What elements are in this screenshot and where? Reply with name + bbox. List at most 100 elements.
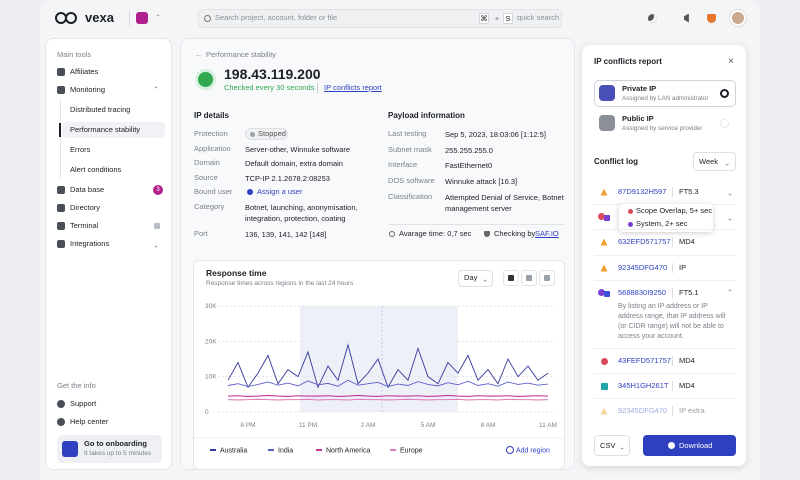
- breadcrumb[interactable]: Performance stability: [206, 50, 276, 60]
- y-tick-label: 10K: [205, 374, 217, 381]
- option-subtitle: Assigned by LAN administrator: [622, 94, 708, 104]
- divider: [317, 83, 318, 93]
- add-region[interactable]: Add region: [516, 448, 550, 455]
- conflict-detail: By listing an IP address or IP address r…: [618, 302, 730, 342]
- chevron[interactable]: ⌃: [727, 212, 733, 222]
- report-link[interactable]: IP conflicts report: [324, 83, 382, 93]
- active-bar: [59, 123, 61, 137]
- shortcut-key: +: [493, 13, 501, 24]
- section-title: Conflict log: [594, 157, 638, 167]
- detail-value: Server-other, Winnuke software: [245, 144, 370, 155]
- nav-icon: [57, 400, 65, 408]
- user-icon: [247, 189, 253, 195]
- conflict-id[interactable]: 632EFD571757: [618, 237, 671, 247]
- add-icon: [507, 447, 514, 454]
- checking-by: Checking by: [494, 229, 535, 239]
- divider: [672, 187, 673, 197]
- x-tick-label: 2 AM: [361, 422, 376, 429]
- conflict-id[interactable]: 345H1GH261T: [618, 381, 668, 391]
- chevron[interactable]: ⌃: [155, 13, 161, 23]
- detail-label: Last testing: [388, 129, 426, 139]
- onboarding-subtitle: It takes up to 5 minutes: [84, 449, 151, 459]
- search-icon: [204, 15, 211, 22]
- detail-value: FastEthernet0: [445, 160, 570, 171]
- series-line: [228, 395, 548, 396]
- detail-value: Botnet, launching, anonymisation, integr…: [245, 202, 370, 224]
- chevron: ⌃: [153, 239, 159, 249]
- nav-icon: [57, 418, 65, 426]
- divider: [129, 10, 130, 26]
- nav-subitem[interactable]: Performance stability: [70, 125, 140, 135]
- detail-label: DOS software: [388, 176, 435, 186]
- x-tick-label: 8 PM: [240, 422, 255, 429]
- radio[interactable]: [720, 119, 729, 128]
- detail-value: Default domain, extra domain: [245, 158, 370, 169]
- x-tick-label: 11 PM: [299, 422, 317, 429]
- tooltip-dot: [628, 222, 633, 227]
- average-time: Avarage time: 0,7 sec: [399, 229, 471, 239]
- assign-link[interactable]: Assign a user: [257, 187, 302, 197]
- nav-item[interactable]: Support: [70, 399, 96, 409]
- detail-label: Application: [194, 144, 231, 154]
- option-subtitle: Assigned by service provider: [622, 124, 703, 134]
- divider: [672, 263, 673, 273]
- nav-item[interactable]: Help center: [70, 417, 108, 427]
- nav-subitem[interactable]: Errors: [70, 145, 90, 155]
- conflict-id[interactable]: 87D9132H597: [618, 187, 666, 197]
- row-divider: [594, 373, 736, 374]
- legend-label: India: [278, 448, 293, 455]
- x-tick-label: 11 AM: [539, 422, 557, 429]
- detail-label: Source: [194, 173, 218, 183]
- legend-label: Australia: [220, 448, 247, 455]
- checker-link[interactable]: SAF.IO: [535, 229, 559, 239]
- nav-subitem[interactable]: Alert conditions: [70, 165, 121, 175]
- tree-line: [60, 100, 61, 178]
- chevron[interactable]: ⌃: [313, 69, 319, 79]
- tooltip-dot: [628, 209, 633, 214]
- close-button[interactable]: ×: [728, 57, 734, 67]
- conflict-id[interactable]: 43FEFD571757: [618, 356, 671, 366]
- x-tick-label: 5 AM: [421, 422, 436, 429]
- y-tick-label: 30K: [205, 303, 217, 310]
- legend-label: North America: [326, 448, 370, 455]
- x-tick-label: 8 AM: [481, 422, 496, 429]
- detail-value: Stopped: [258, 129, 286, 139]
- detail-value: 255.255.255.0: [445, 145, 570, 156]
- shortcut-key: S: [503, 13, 513, 24]
- nav-icon: [57, 186, 65, 194]
- nav-icon: [57, 240, 65, 248]
- conflict-id[interactable]: 92345DFG470: [618, 406, 667, 416]
- nav-subitem[interactable]: Distributed tracing: [70, 105, 130, 115]
- conflict-code: MD4: [679, 237, 695, 247]
- radio[interactable]: [720, 89, 729, 98]
- workspace-icon[interactable]: [136, 12, 148, 24]
- divider: [672, 356, 673, 366]
- nav-item[interactable]: Affiliates: [70, 67, 98, 77]
- section-title: IP details: [194, 111, 229, 121]
- conflict-code: FT5.1: [679, 288, 699, 298]
- chevron[interactable]: ⌃: [727, 187, 733, 197]
- detail-value: Winnuke attack [16.3]: [445, 176, 570, 187]
- detail-label: Classification: [388, 192, 432, 202]
- divider: [672, 237, 673, 247]
- detail-value: 136, 139, 141, 142 [148]: [245, 229, 370, 240]
- nav-item[interactable]: Data base: [70, 185, 104, 195]
- nav-item[interactable]: Monitoring: [70, 85, 105, 95]
- nav-icon: [57, 222, 65, 230]
- chart: 010K20K30K8 PM11 PM2 AM5 AM8 AM11 AMAust…: [193, 260, 565, 470]
- nav-item[interactable]: Integrations: [70, 239, 109, 249]
- format-label: CSV: [600, 441, 615, 451]
- section-label: Main tools: [57, 50, 91, 60]
- conflict-id[interactable]: 5688830I9250: [618, 288, 666, 298]
- onboarding-icon: [62, 441, 78, 457]
- chevron[interactable]: ⌃: [727, 288, 733, 298]
- tooltip-text: System, 2+ sec: [636, 219, 687, 229]
- nav-item[interactable]: Terminal: [70, 221, 98, 231]
- detail-value: Sep 5, 2023, 18:03:06 [1:12:5]: [445, 129, 570, 140]
- legend-label: Europe: [400, 448, 423, 455]
- panel-title: IP conflicts report: [594, 57, 662, 67]
- conflict-id[interactable]: 92345DFG470: [618, 263, 667, 273]
- detail-label: Bound user: [194, 187, 232, 197]
- row-divider: [594, 229, 736, 230]
- nav-item[interactable]: Directory: [70, 203, 100, 213]
